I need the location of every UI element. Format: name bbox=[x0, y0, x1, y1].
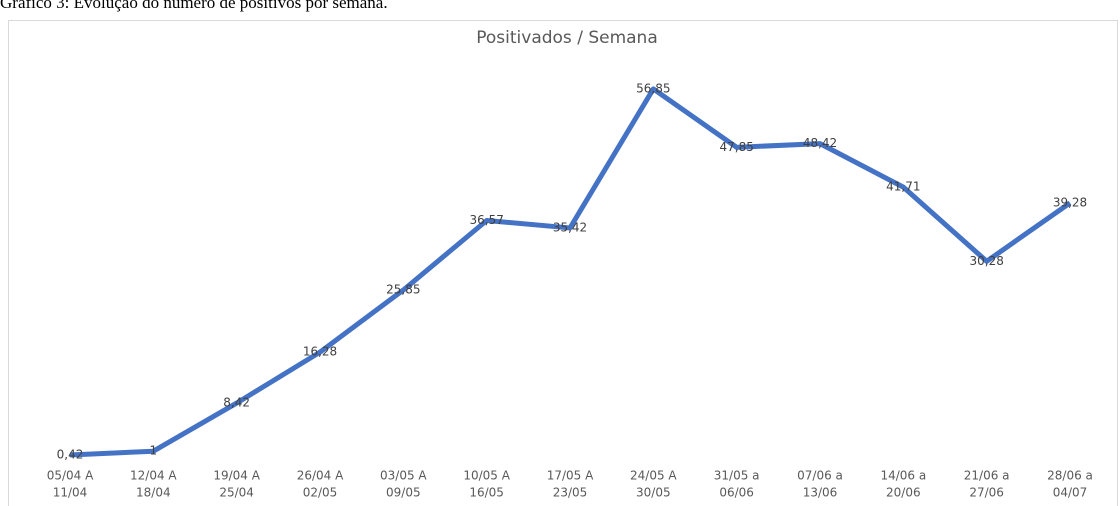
line-series bbox=[69, 86, 1072, 458]
x-tick-label: 06/06 bbox=[719, 486, 754, 500]
x-tick-label: 09/05 bbox=[386, 486, 421, 500]
data-label: 56,85 bbox=[636, 81, 670, 95]
x-tick-label: 31/05 a bbox=[714, 469, 760, 483]
x-tick-label: 28/06 a bbox=[1047, 469, 1093, 483]
x-tick-label: 30/05 bbox=[636, 486, 671, 500]
x-tick-label: 10/05 A bbox=[463, 469, 510, 483]
data-label: 48,42 bbox=[803, 136, 837, 150]
x-tick-label: 17/05 A bbox=[547, 469, 594, 483]
x-tick-label: 03/05 A bbox=[380, 469, 427, 483]
data-label: 0,42 bbox=[57, 447, 84, 461]
data-label: 30,28 bbox=[969, 254, 1003, 268]
x-tick-label: 27/06 bbox=[969, 486, 1004, 500]
chart-title: Positivados / Semana bbox=[476, 28, 658, 48]
x-tick-label: 05/04 A bbox=[47, 469, 94, 483]
x-tick-label: 24/05 A bbox=[630, 469, 677, 483]
x-tick-label: 16/05 bbox=[469, 486, 504, 500]
x-tick-label: 12/04 A bbox=[130, 469, 177, 483]
data-label: 41,71 bbox=[886, 180, 920, 194]
x-tick-label: 13/06 bbox=[803, 486, 838, 500]
data-label: 39,28 bbox=[1053, 195, 1087, 209]
x-tick-label: 23/05 bbox=[553, 486, 588, 500]
x-tick-label: 18/04 bbox=[136, 486, 171, 500]
x-tick-label: 07/06 a bbox=[797, 469, 843, 483]
x-tick-label: 26/04 A bbox=[297, 469, 344, 483]
x-tick-label: 14/06 a bbox=[880, 469, 926, 483]
x-tick-label: 04/07 bbox=[1053, 486, 1088, 500]
caption: Gráfico 3: Evolução do número de positiv… bbox=[0, 0, 388, 12]
x-tick-label: 25/04 bbox=[219, 486, 254, 500]
x-tick-label: 02/05 bbox=[303, 486, 338, 500]
data-label: 36,57 bbox=[469, 213, 503, 227]
x-tick-label: 21/06 a bbox=[964, 469, 1010, 483]
data-label: 25,85 bbox=[386, 283, 420, 297]
data-label: 35,42 bbox=[553, 220, 587, 234]
x-tick-label: 11/04 bbox=[53, 486, 88, 500]
data-label: 8,42 bbox=[223, 396, 250, 410]
data-label: 1 bbox=[150, 444, 158, 458]
data-label: 16,28 bbox=[303, 345, 337, 359]
data-label: 47,85 bbox=[719, 140, 753, 154]
x-tick-label: 20/06 bbox=[886, 486, 921, 500]
x-tick-label: 19/04 A bbox=[213, 469, 260, 483]
chart-frame bbox=[8, 20, 1118, 506]
